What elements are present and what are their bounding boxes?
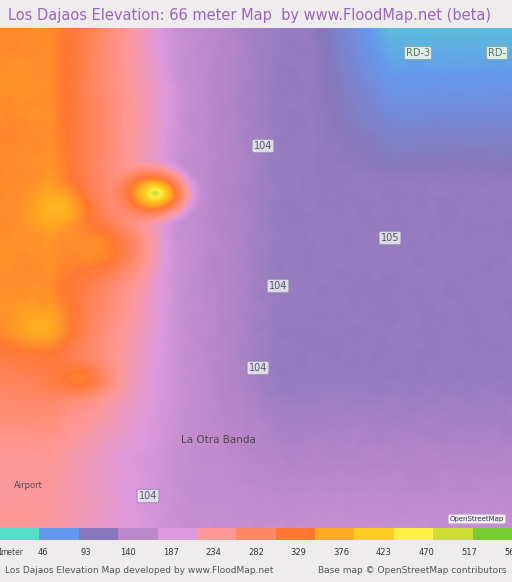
Bar (39, 528, 79, 540)
Text: 282: 282 (248, 548, 264, 558)
Text: Los Dajaos Elevation: 66 meter Map  by www.FloodMap.net (beta): Los Dajaos Elevation: 66 meter Map by ww… (8, 8, 490, 23)
Text: 104: 104 (139, 491, 157, 501)
Text: 470: 470 (419, 548, 435, 558)
Bar (433, 528, 473, 540)
Text: 565: 565 (504, 548, 512, 558)
Text: 517: 517 (461, 548, 477, 558)
Bar (394, 528, 433, 540)
Bar (237, 528, 275, 540)
Bar (315, 528, 354, 540)
Text: 329: 329 (291, 548, 307, 558)
Text: 376: 376 (333, 548, 349, 558)
Text: Base map © OpenStreetMap contributors: Base map © OpenStreetMap contributors (318, 566, 507, 575)
Text: -1: -1 (0, 548, 4, 558)
Text: 234: 234 (205, 548, 221, 558)
Text: 46: 46 (37, 548, 48, 558)
Text: Airport: Airport (13, 481, 42, 490)
Bar (158, 528, 197, 540)
Bar (275, 528, 315, 540)
Text: Los Dajaos Elevation Map developed by www.FloodMap.net: Los Dajaos Elevation Map developed by ww… (5, 566, 273, 575)
Text: 423: 423 (376, 548, 392, 558)
Text: 104: 104 (249, 363, 267, 373)
Text: meter: meter (0, 548, 23, 558)
Text: 93: 93 (80, 548, 91, 558)
Bar (197, 528, 237, 540)
Text: 104: 104 (254, 141, 272, 151)
Text: 140: 140 (120, 548, 136, 558)
Text: 105: 105 (381, 233, 399, 243)
Text: La Otra Banda: La Otra Banda (181, 435, 255, 445)
Bar (118, 528, 158, 540)
Text: 104: 104 (269, 281, 287, 291)
Bar (473, 528, 512, 540)
Text: OpenStreetMap: OpenStreetMap (450, 516, 504, 522)
Bar (354, 528, 394, 540)
Bar (79, 528, 118, 540)
Bar (0, 528, 39, 540)
Text: 187: 187 (163, 548, 179, 558)
Text: RD-3: RD-3 (406, 48, 430, 58)
Text: RD-: RD- (488, 48, 506, 58)
